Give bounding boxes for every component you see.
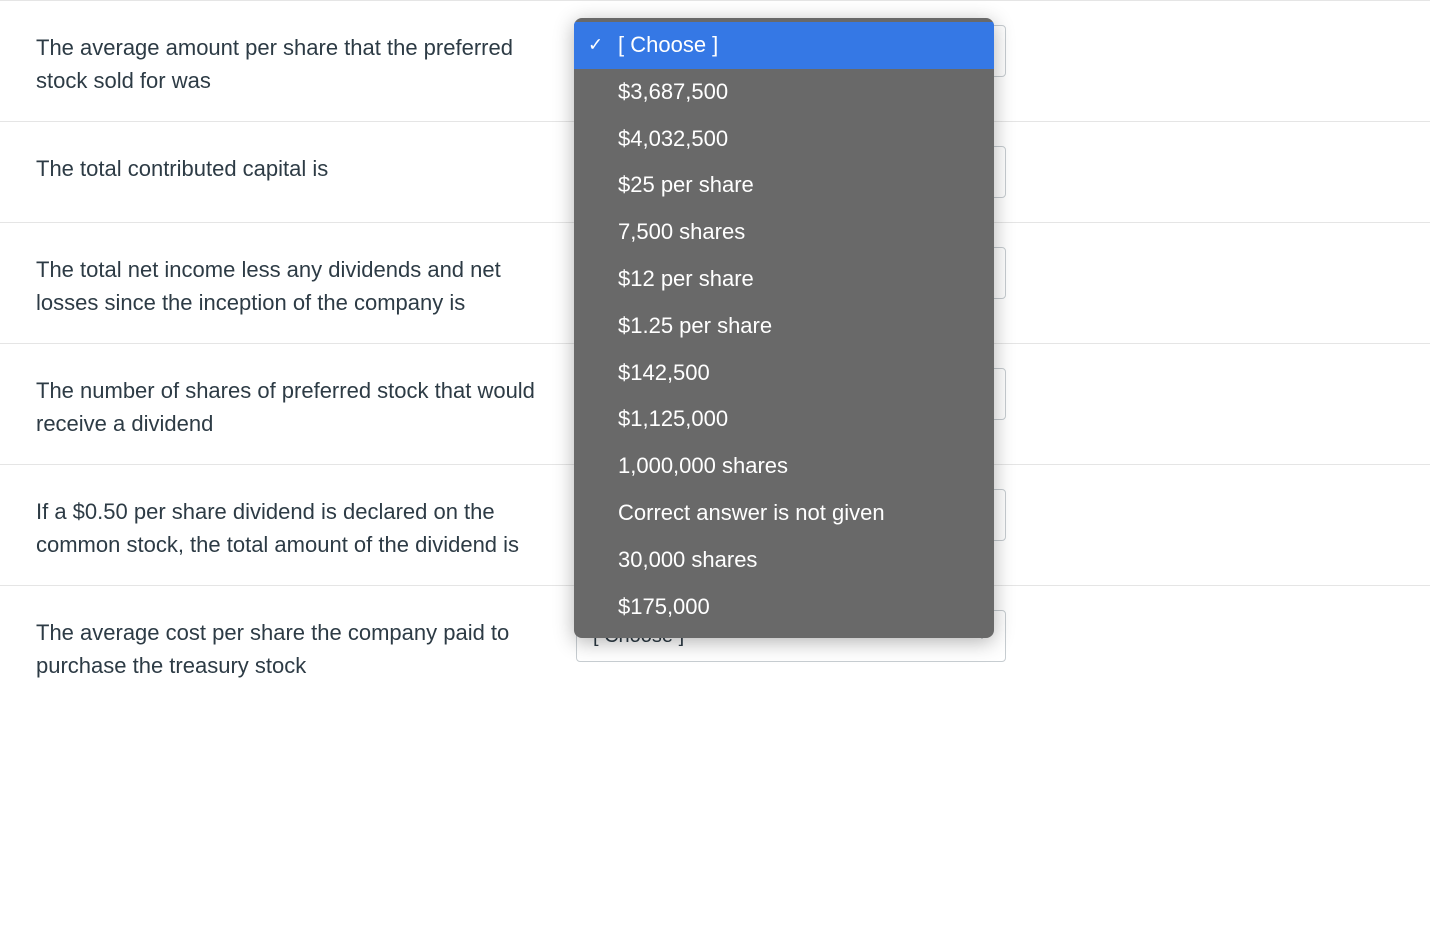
question-text: The average cost per share the company p… (36, 610, 536, 682)
dropdown-option[interactable]: 7,500 shares (574, 209, 994, 256)
questions-container: The average amount per share that the pr… (0, 0, 1430, 706)
dropdown-option[interactable]: $4,032,500 (574, 116, 994, 163)
question-text: The average amount per share that the pr… (36, 25, 536, 97)
dropdown-option[interactable]: $1.25 per share (574, 303, 994, 350)
dropdown-option[interactable]: $3,687,500 (574, 69, 994, 116)
question-text: The total contributed capital is (36, 146, 536, 185)
question-text: The number of shares of preferred stock … (36, 368, 536, 440)
dropdown-option[interactable]: Correct answer is not given (574, 490, 994, 537)
dropdown-option[interactable]: $175,000 (574, 584, 994, 631)
question-text: The total net income less any dividends … (36, 247, 536, 319)
question-row: The average amount per share that the pr… (0, 0, 1430, 121)
dropdown-option[interactable]: $1,125,000 (574, 396, 994, 443)
dropdown-option[interactable]: 30,000 shares (574, 537, 994, 584)
dropdown-option[interactable]: $25 per share (574, 162, 994, 209)
dropdown-option[interactable]: [ Choose ] (574, 22, 994, 69)
dropdown-option[interactable]: 1,000,000 shares (574, 443, 994, 490)
dropdown-menu: [ Choose ] $3,687,500 $4,032,500 $25 per… (574, 18, 994, 638)
question-text: If a $0.50 per share dividend is declare… (36, 489, 536, 561)
select-wrap: [ Choose ] [ Choose ] $3,687,500 $4,032,… (576, 25, 1006, 77)
dropdown-option[interactable]: $142,500 (574, 350, 994, 397)
dropdown-option[interactable]: $12 per share (574, 256, 994, 303)
